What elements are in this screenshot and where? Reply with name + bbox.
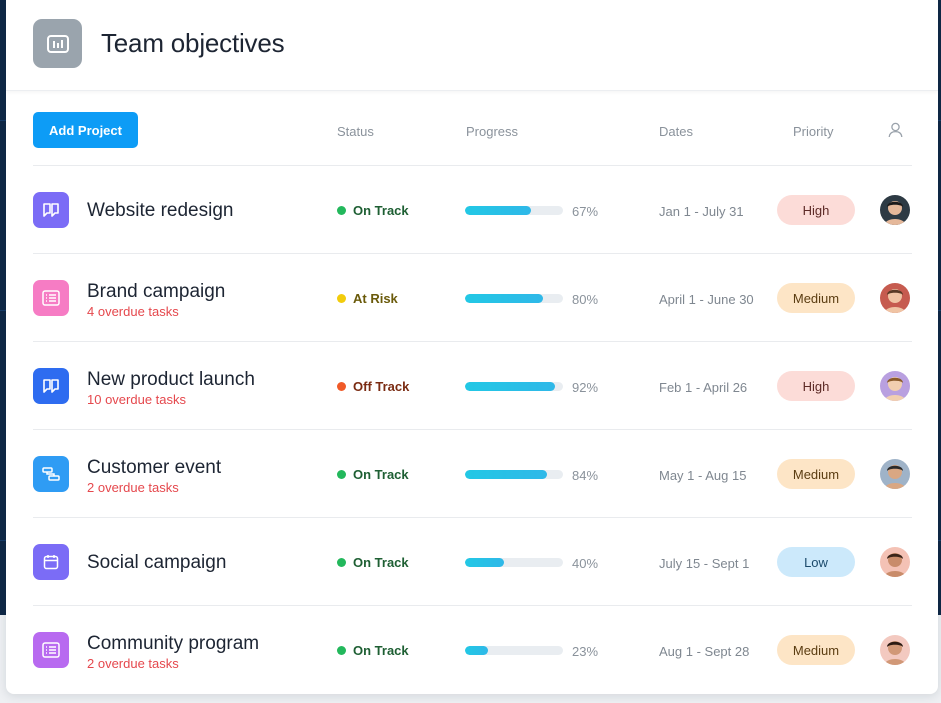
avatar[interactable] — [880, 635, 910, 665]
project-row[interactable]: Social campaign On Track 40% July 15 - Sept… — [6, 518, 938, 606]
calendar-icon — [33, 544, 69, 580]
column-header-dates[interactable]: Dates — [659, 124, 693, 139]
status-dot-icon — [337, 646, 346, 655]
overdue-tasks-label[interactable]: 2 overdue tasks — [87, 480, 179, 495]
status-label: On Track — [353, 467, 409, 482]
status-label: On Track — [353, 555, 409, 570]
overdue-tasks-label[interactable]: 2 overdue tasks — [87, 656, 179, 671]
status-label: On Track — [353, 203, 409, 218]
progress-bar-fill — [465, 206, 531, 215]
bar-chart-icon — [33, 19, 82, 68]
status-label: At Risk — [353, 291, 398, 306]
avatar[interactable] — [880, 195, 910, 225]
overdue-tasks-label[interactable]: 10 overdue tasks — [87, 392, 187, 407]
progress-bar-fill — [465, 646, 488, 655]
project-row[interactable]: Brand campaign 4 overdue tasks At Risk 80% A… — [6, 254, 938, 342]
status-label: On Track — [353, 643, 409, 658]
progress-bar-fill — [465, 294, 544, 303]
status-indicator: On Track — [337, 555, 409, 570]
progress-percent: 84% — [572, 468, 599, 483]
progress-bar — [465, 470, 563, 479]
board-icon — [33, 192, 69, 228]
project-name[interactable]: Community program — [87, 633, 260, 654]
date-range: Jan 1 - July 31 — [659, 204, 744, 219]
page-title: Team objectives — [101, 28, 285, 58]
project-name[interactable]: Social campaign — [87, 552, 227, 573]
project-name[interactable]: Customer event — [87, 457, 222, 478]
column-header-status[interactable]: Status — [337, 124, 374, 139]
avatar[interactable] — [880, 371, 910, 401]
status-dot-icon — [337, 470, 346, 479]
status-indicator: Off Track — [337, 379, 409, 394]
board-icon — [33, 368, 69, 404]
avatar[interactable] — [880, 547, 910, 577]
progress-bar-fill — [465, 470, 548, 479]
timeline-icon — [33, 456, 69, 492]
project-row[interactable]: Community program 2 overdue tasks On Track… — [6, 606, 938, 694]
project-row[interactable]: Customer event 2 overdue tasks On Track 84%… — [6, 430, 938, 518]
progress-percent: 92% — [572, 380, 599, 395]
column-header-priority[interactable]: Priority — [793, 124, 834, 139]
progress-bar — [465, 294, 563, 303]
card-header: Team objectives — [6, 0, 938, 91]
priority-badge[interactable]: Medium — [777, 635, 855, 665]
progress-bar-fill — [465, 558, 505, 567]
priority-badge[interactable]: Medium — [777, 459, 855, 489]
add-project-button[interactable]: Add Project — [33, 112, 138, 148]
priority-badge[interactable]: High — [777, 371, 855, 401]
date-range: Aug 1 - Sept 28 — [659, 644, 750, 659]
user-icon[interactable] — [888, 122, 903, 143]
progress-bar-fill — [465, 382, 556, 391]
priority-badge[interactable]: Medium — [777, 283, 855, 313]
date-range: April 1 - June 30 — [659, 292, 754, 307]
status-label: Off Track — [353, 379, 410, 394]
project-row[interactable]: New product launch 10 overdue tasks Off Tr… — [6, 342, 938, 430]
project-row[interactable]: Website redesign On Track 67% Jan 1 - July … — [6, 166, 938, 254]
objectives-card: Team objectives Add Project Status Progr… — [6, 0, 938, 694]
progress-bar — [465, 558, 563, 567]
status-dot-icon — [337, 206, 346, 215]
list-icon — [33, 280, 69, 316]
avatar[interactable] — [880, 459, 910, 489]
status-dot-icon — [337, 558, 346, 567]
status-indicator: On Track — [337, 467, 409, 482]
row-divider — [33, 517, 912, 518]
project-name[interactable]: Website redesign — [87, 200, 234, 221]
row-divider — [33, 605, 912, 606]
column-header-progress[interactable]: Progress — [466, 124, 519, 139]
date-range: Feb 1 - April 26 — [659, 380, 748, 395]
status-indicator: At Risk — [337, 291, 398, 306]
header-divider — [33, 165, 912, 166]
progress-percent: 67% — [572, 204, 599, 219]
priority-badge[interactable]: Low — [777, 547, 855, 577]
project-name[interactable]: Brand campaign — [87, 281, 226, 302]
row-divider — [33, 429, 912, 430]
row-divider — [33, 341, 912, 342]
date-range: May 1 - Aug 15 — [659, 468, 747, 483]
progress-percent: 23% — [572, 644, 599, 659]
overdue-tasks-label[interactable]: 4 overdue tasks — [87, 304, 179, 319]
list-icon — [33, 632, 69, 668]
status-indicator: On Track — [337, 643, 409, 658]
project-name[interactable]: New product launch — [87, 369, 255, 390]
progress-percent: 80% — [572, 292, 599, 307]
avatar[interactable] — [880, 283, 910, 313]
status-dot-icon — [337, 294, 346, 303]
progress-bar — [465, 206, 563, 215]
progress-bar — [465, 646, 563, 655]
row-divider — [33, 253, 912, 254]
progress-bar — [465, 382, 563, 391]
date-range: July 15 - Sept 1 — [659, 556, 750, 571]
priority-badge[interactable]: High — [777, 195, 855, 225]
progress-percent: 40% — [572, 556, 599, 571]
status-dot-icon — [337, 382, 346, 391]
status-indicator: On Track — [337, 203, 409, 218]
